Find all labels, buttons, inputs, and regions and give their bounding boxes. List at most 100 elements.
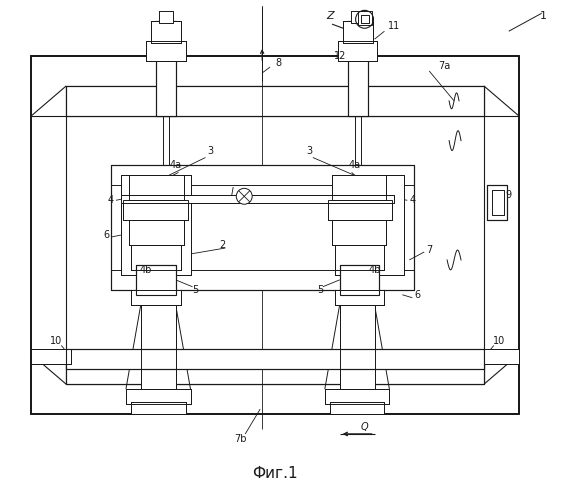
Bar [66,349,484,369]
Text: 11: 11 [388,21,401,31]
Bar [328,200,393,220]
Bar [32,349,71,364]
Bar [121,176,191,275]
Bar [151,21,180,43]
Bar [129,176,183,200]
Bar [159,11,172,23]
Bar [126,389,191,404]
Bar [332,220,386,245]
Text: 7b: 7b [234,434,246,444]
Bar [335,176,405,275]
Bar [32,56,519,414]
Bar [329,402,384,414]
Bar [66,354,484,384]
Bar [351,11,364,23]
Text: Z: Z [326,11,333,21]
Text: 10: 10 [50,336,62,346]
Text: 1: 1 [540,11,547,21]
Bar [126,389,191,404]
Bar [146,41,186,61]
Bar [32,349,71,364]
Bar [123,200,187,220]
Bar [131,402,186,414]
Bar [343,21,372,43]
Text: 4: 4 [108,195,114,205]
Text: 5: 5 [193,285,199,295]
Bar [325,389,390,404]
Bar [131,402,186,414]
Bar [487,185,507,220]
Bar [484,349,519,364]
Text: 12: 12 [333,51,346,61]
Bar [337,41,378,61]
Text: 7: 7 [426,245,432,255]
Text: 4a: 4a [170,161,182,171]
Bar [121,195,394,203]
Bar [136,265,175,295]
Bar [131,290,180,305]
Text: 3: 3 [207,146,214,156]
Bar [156,21,175,116]
Bar [358,11,371,25]
Text: 10: 10 [493,336,505,346]
Text: l: l [231,187,234,197]
Bar [340,265,379,295]
Bar [121,176,191,275]
Text: 2: 2 [219,240,226,250]
Bar [329,402,384,414]
Bar [335,176,405,275]
Bar [66,354,484,384]
Bar [492,190,504,215]
Bar [123,200,187,220]
Bar [487,185,507,220]
Text: 4: 4 [409,195,415,205]
Bar [131,245,180,270]
Bar [32,56,519,414]
Bar [360,15,368,23]
Bar [325,389,390,404]
Bar [343,21,372,43]
Bar [328,200,393,220]
Text: 5: 5 [317,285,323,295]
Bar [156,21,175,116]
Circle shape [236,188,252,204]
Bar [340,305,375,409]
Text: 4a: 4a [348,161,360,171]
Bar [136,265,175,295]
Bar [111,166,414,290]
Bar [335,245,384,270]
Bar [360,15,368,23]
Bar [335,245,384,270]
Bar [141,305,175,409]
Text: 6: 6 [103,230,109,240]
Text: 4b: 4b [140,265,152,275]
Bar [332,176,386,200]
Bar [351,11,364,23]
Bar [348,21,367,116]
Bar [131,245,180,270]
Bar [146,41,186,61]
Bar [348,21,367,116]
Text: 3: 3 [307,146,313,156]
Bar [129,176,183,200]
Bar [111,166,414,290]
Text: Фиг.1: Фиг.1 [252,466,298,481]
Text: 4b: 4b [368,265,380,275]
Bar [484,349,519,364]
Bar [66,86,484,116]
Bar [121,195,394,203]
Bar [129,220,183,245]
Bar [335,290,384,305]
Text: 7a: 7a [438,61,450,71]
Text: Q: Q [361,422,368,432]
Bar [66,86,484,116]
Bar [335,290,384,305]
Bar [337,41,378,61]
Bar [159,11,172,23]
Bar [151,21,180,43]
Bar [332,176,386,200]
Bar [131,290,180,305]
Text: 6: 6 [414,290,421,300]
Bar [141,305,175,409]
Bar [66,349,484,369]
